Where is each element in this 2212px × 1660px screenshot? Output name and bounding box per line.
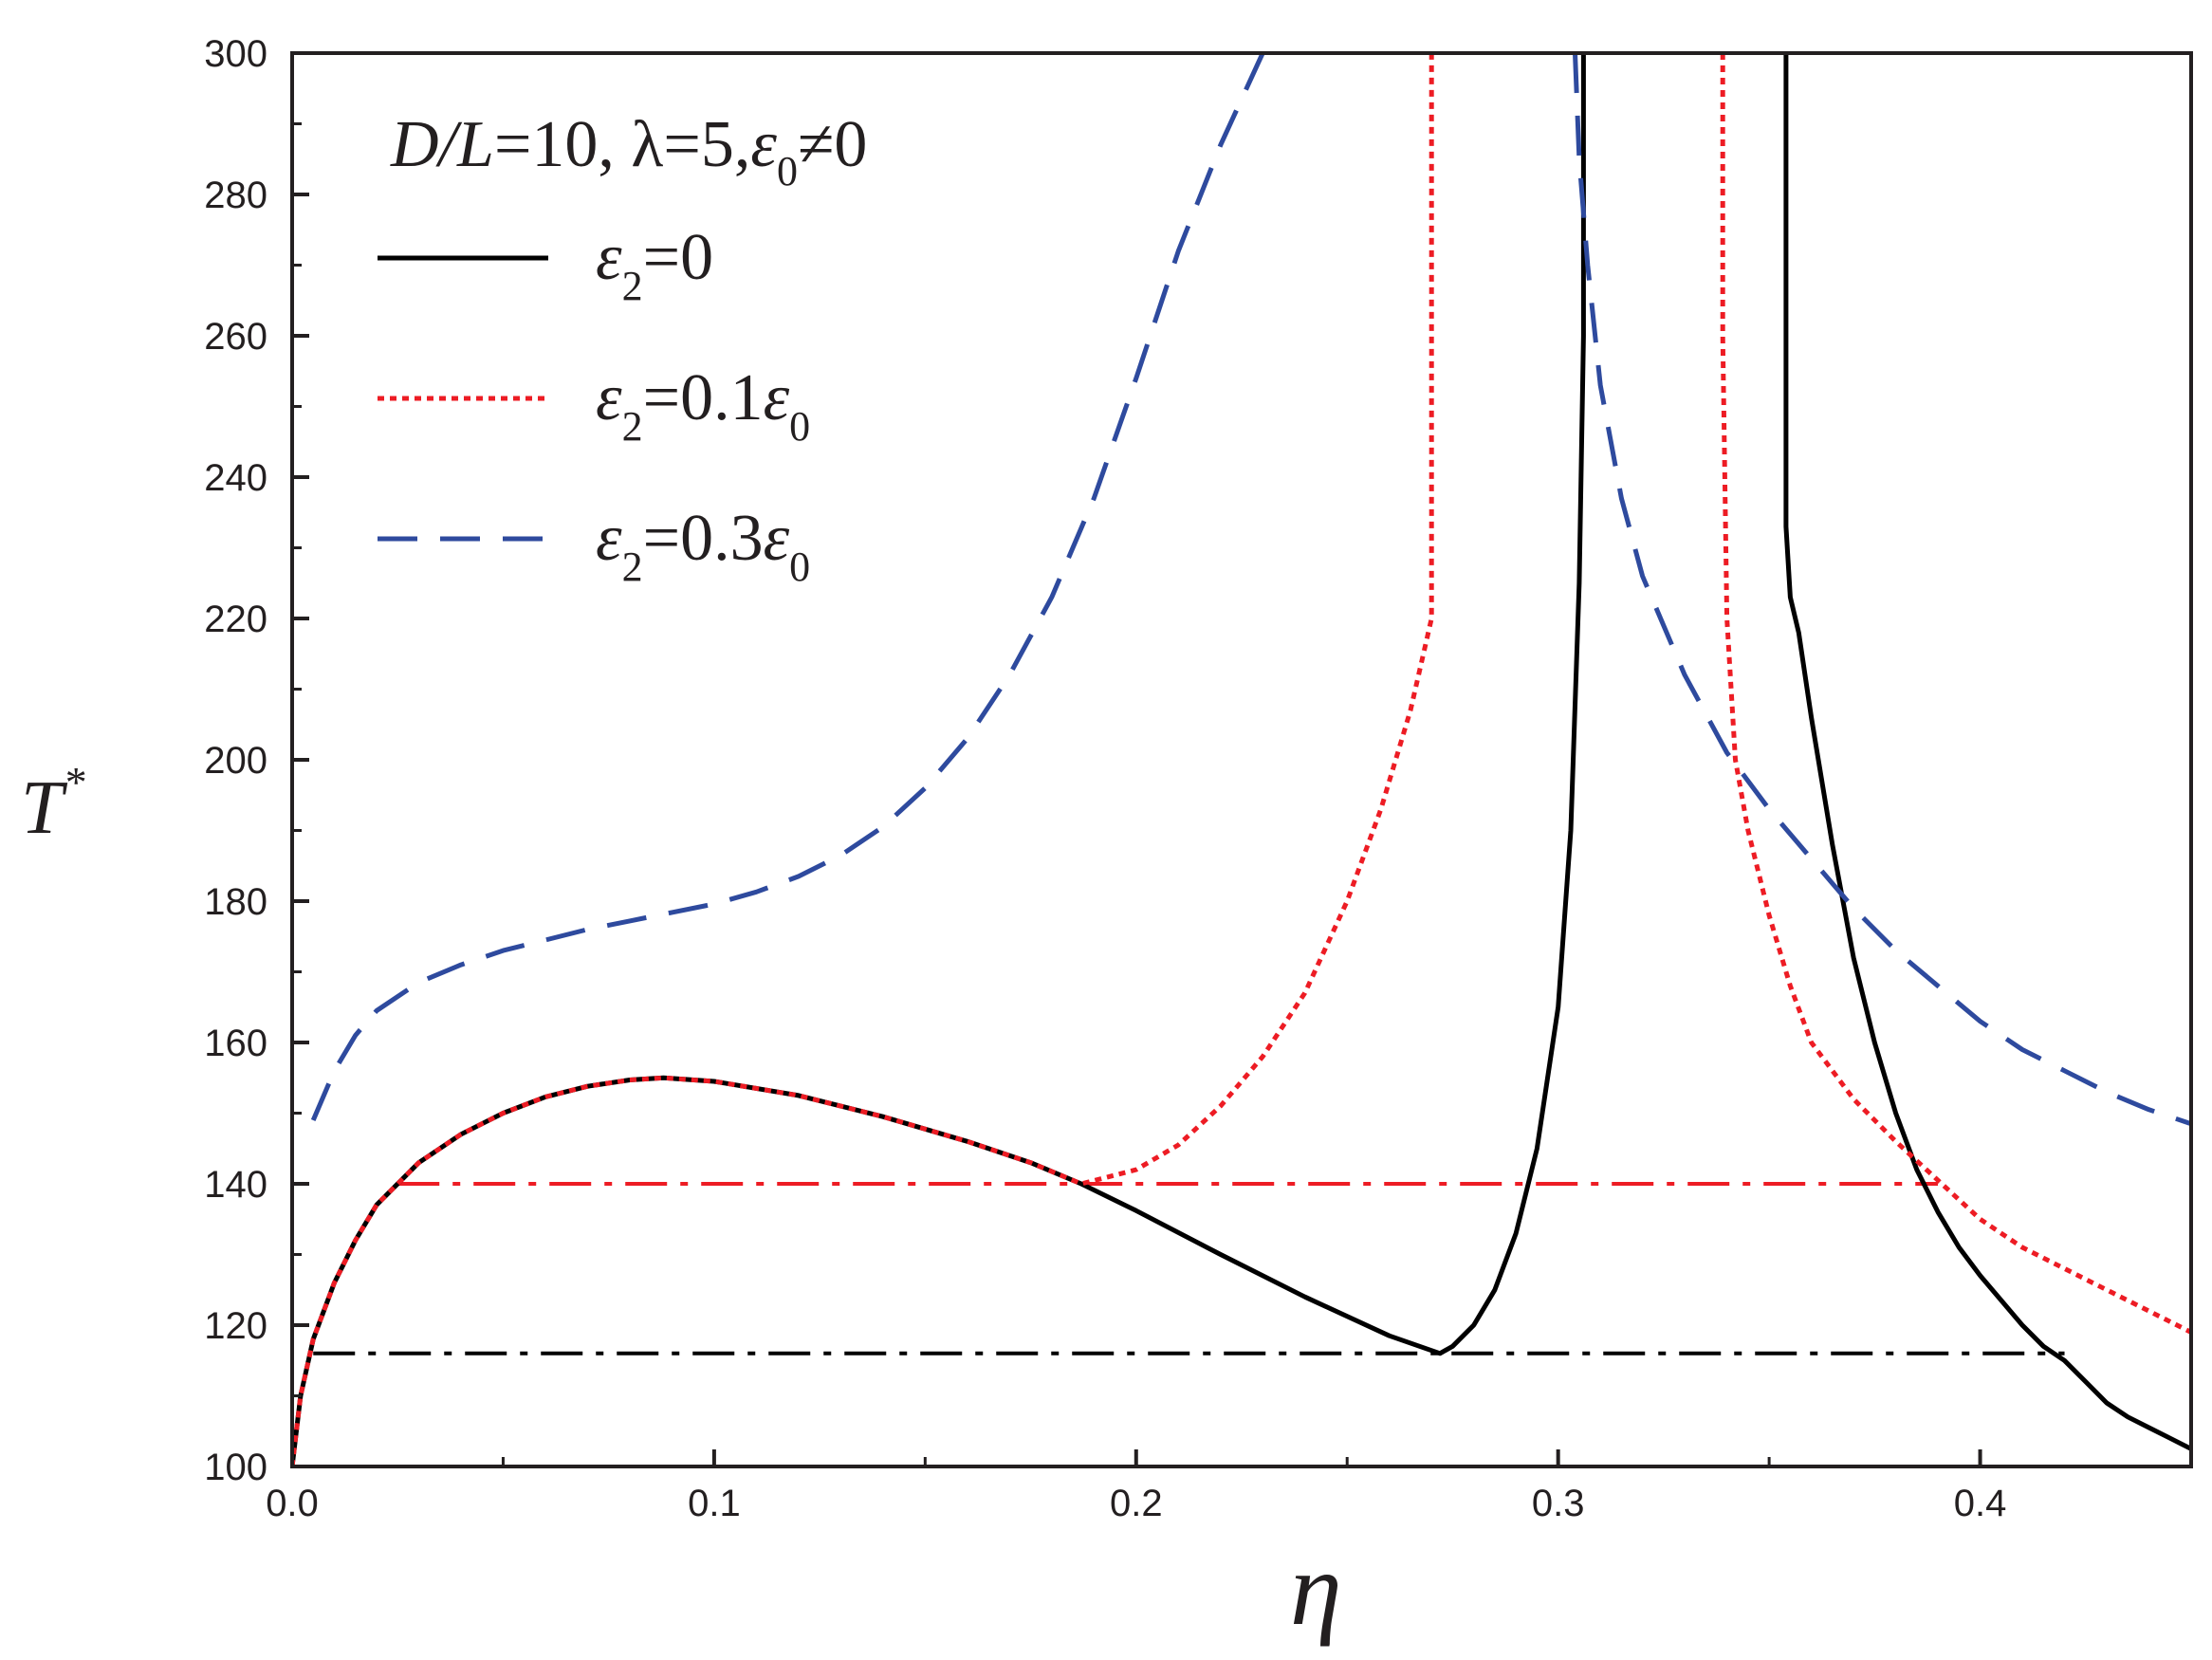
legend-tail-symbol: ε [764, 502, 790, 575]
y-tick-label: 120 [204, 1305, 267, 1347]
y-tick-label: 140 [204, 1164, 267, 1206]
x-tick-label: 0.4 [1954, 1483, 2007, 1524]
y-tick-label: 300 [204, 33, 267, 75]
y-tick-label: 180 [204, 881, 267, 923]
ticks-layer: 0.0 0.1 0.2 0.3 0.41001201401601802002202402… [204, 33, 2193, 1524]
y-tick-label: 200 [204, 740, 267, 782]
series-3-line-segment-2 [1573, 53, 2191, 1127]
legend-equation: =0.1 [643, 361, 764, 434]
legend-label-3: ε2=0.3ε0 [596, 502, 810, 590]
annotation-part: D/L [390, 108, 494, 181]
legend-equation: =0.3 [643, 502, 764, 575]
legend-symbol: ε [596, 361, 622, 434]
y-tick-label: 280 [204, 175, 267, 216]
y-tick-label: 160 [204, 1023, 267, 1064]
y-tick-label: 220 [204, 599, 267, 640]
legend-subscript: 2 [622, 544, 643, 590]
y-tick-label: 100 [204, 1447, 267, 1488]
y-axis-title-main: T [21, 766, 68, 850]
y-axis-title-sup: * [64, 758, 85, 806]
legend-label-1: ε2=0 [596, 221, 713, 309]
annotation-part: =5, [663, 108, 750, 181]
legend-symbol: ε [596, 221, 622, 294]
series-2-line-segment-2 [1720, 53, 2191, 1335]
x-tick-label: 0.1 [688, 1483, 741, 1524]
annotation-part: ≠0 [798, 108, 867, 181]
legend-tail-subscript: 0 [789, 403, 810, 450]
series-2-line-segment-1 [292, 53, 1434, 1466]
series-1-line-segment-2 [1783, 53, 2191, 1451]
legend-subscript: 2 [622, 263, 643, 309]
legend-tail-subscript: 0 [789, 544, 810, 590]
series-1-line-segment-1 [292, 53, 1586, 1466]
legend-subscript: 2 [622, 403, 643, 450]
y-tick-label: 240 [204, 457, 267, 499]
annotation-subscript: 0 [777, 148, 798, 194]
annotation-part: =10, [494, 108, 631, 181]
series-layer [292, 53, 2191, 1466]
legend-tail-symbol: ε [764, 361, 790, 434]
y-tick-label: 260 [204, 316, 267, 358]
legend-equation: =0 [643, 221, 713, 294]
x-axis-title: η [1290, 1531, 1342, 1647]
series-3-line-segment-1 [310, 53, 1265, 1121]
annotation-part: λ [631, 108, 663, 181]
x-tick-label: 0.2 [1110, 1483, 1163, 1524]
legend-symbol: ε [596, 502, 622, 575]
annotation-part: ε [750, 108, 777, 181]
annotation: D/L=10, λ=5,ε0≠0 [390, 108, 867, 194]
plot-frame [290, 51, 2193, 1468]
x-tick-label: 0.3 [1532, 1483, 1585, 1524]
x-tick-label: 0.0 [266, 1483, 319, 1524]
y-axis-title: T* [21, 758, 85, 850]
legend-label-2: ε2=0.1ε0 [596, 361, 810, 450]
